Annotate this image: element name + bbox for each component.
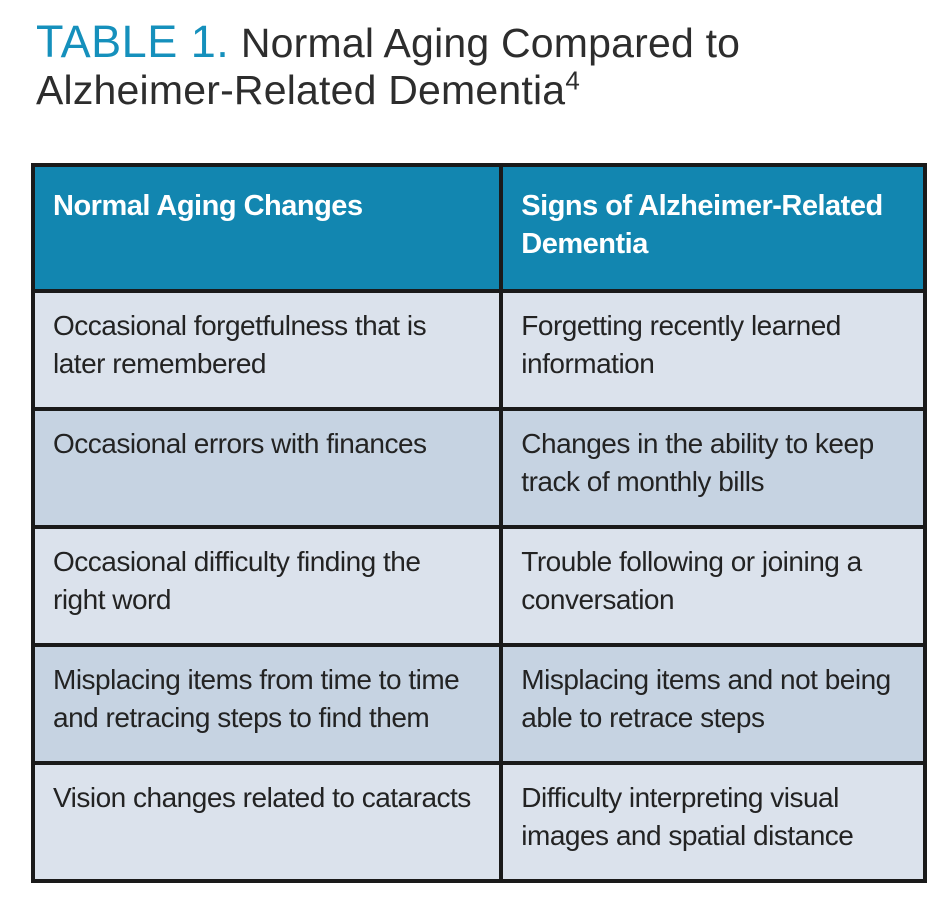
table-cell: Trouble following or joining a conversat… <box>499 525 927 647</box>
table-row: Misplacing items from time to time and r… <box>30 643 927 765</box>
table-cell: Changes in the ability to keep track of … <box>499 407 927 529</box>
column-header-dementia-signs: Signs of Alzheimer-Related Dementia <box>499 163 927 293</box>
citation-superscript: 4 <box>565 65 580 96</box>
table-header-row: Normal Aging Changes Signs of Alzheimer-… <box>30 163 927 293</box>
table-cell: Misplacing items from time to time and r… <box>30 643 504 765</box>
table-cell: Occasional errors with finances <box>30 407 504 529</box>
table-cell: Forgetting recently learned information <box>499 289 927 411</box>
comparison-table: Normal Aging Changes Signs of Alzheimer-… <box>30 163 927 883</box>
column-header-normal-aging: Normal Aging Changes <box>30 163 504 293</box>
table-cell: Misplacing items and not being able to r… <box>499 643 927 765</box>
table-title: TABLE 1. Normal Aging Compared to Alzhei… <box>36 18 796 114</box>
table-row: Occasional errors with finances Changes … <box>30 407 927 529</box>
table-row: Occasional forgetfulness that is later r… <box>30 289 927 411</box>
table-title-text: Normal Aging Compared to Alzheimer-Relat… <box>36 20 741 113</box>
table-cell: Difficulty interpreting visual images an… <box>499 761 927 883</box>
table-row: Vision changes related to cataracts Diff… <box>30 761 927 883</box>
table-number-label: TABLE 1. <box>36 16 230 67</box>
table-cell: Occasional difficulty finding the right … <box>30 525 504 647</box>
table-cell: Vision changes related to cataracts <box>30 761 504 883</box>
table-cell: Occasional forgetfulness that is later r… <box>30 289 504 411</box>
table-row: Occasional difficulty finding the right … <box>30 525 927 647</box>
